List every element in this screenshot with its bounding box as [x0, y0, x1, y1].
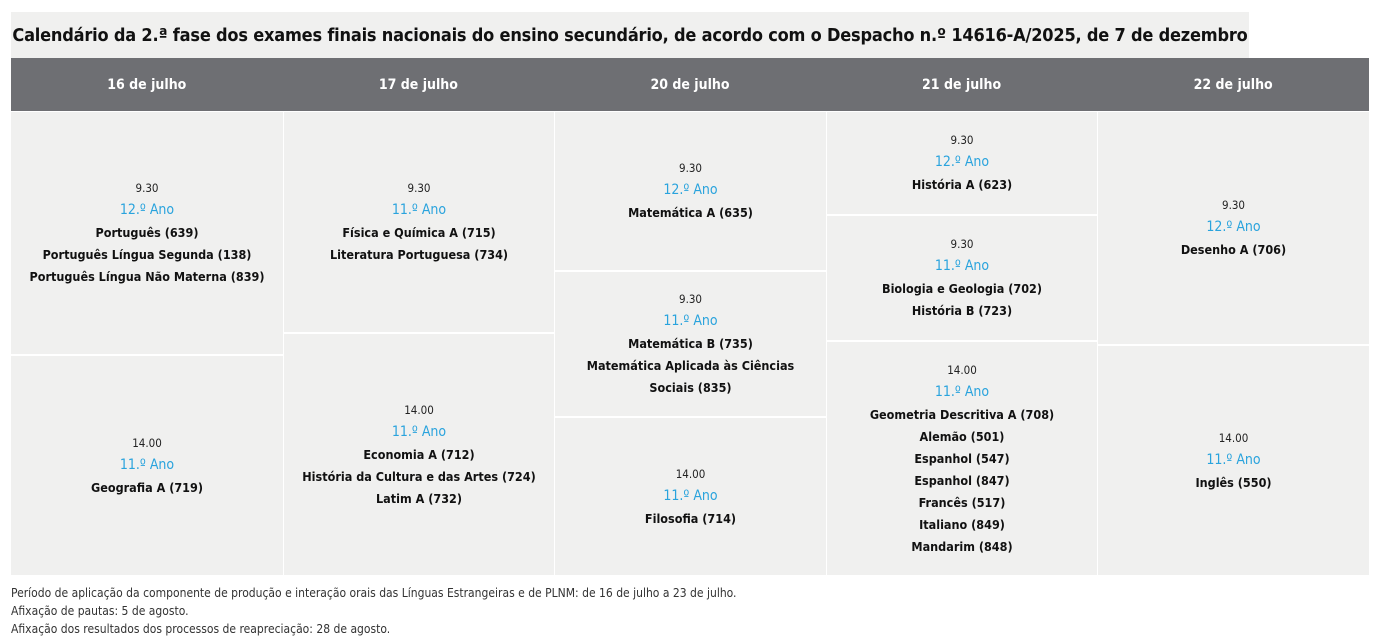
exam-name: Português (639) — [95, 225, 199, 240]
exam-name: Geografia A (719) — [91, 479, 203, 495]
exam-name: Economia A (712) — [363, 446, 475, 462]
exam-slot: 14.00 11.º Ano Economia A (712) História da… — [284, 334, 554, 575]
school-year: 12.º Ano — [934, 154, 990, 170]
exam-time: 14.00 — [132, 435, 162, 450]
exam-name: Matemática B (735) — [628, 336, 753, 351]
exam-name: Espanhol (547) — [914, 450, 1010, 466]
exam-time: 14.00 — [404, 402, 434, 417]
school-year: 12.º Ano — [663, 182, 718, 198]
exam-slot: 9.30 12.º Ano Português (639) Português Lín… — [11, 112, 283, 354]
exam-time: 9.30 — [678, 292, 703, 306]
school-year: 11.º Ano — [934, 383, 990, 400]
notes: Período de aplicação da componente de pr… — [11, 584, 736, 638]
exam-slot: 14.00 11.º Ano Filosofia (714) — [555, 418, 826, 575]
exam-slot: 14.00 11.º Ano Geografia A (719) — [11, 356, 283, 575]
exam-name: Sociais (835) — [649, 380, 732, 395]
exam-name: Mandarim (848) — [911, 538, 1013, 554]
school-year: 12.º Ano — [1206, 219, 1261, 235]
exam-slot: 9.30 11.º Ano Biologia e Geologia (702) His… — [827, 216, 1097, 340]
school-year: 11.º Ano — [663, 487, 718, 504]
school-year: 11.º Ano — [663, 313, 718, 329]
exam-time: 9.30 — [950, 237, 974, 251]
exam-name: Filosofia (714) — [644, 510, 737, 526]
exam-name: Literatura Portuguesa (734) — [329, 247, 509, 262]
exam-slot: 9.30 12.º Ano Desenho A (706) — [1098, 112, 1369, 344]
exam-time: 9.30 — [407, 181, 431, 195]
exam-name: História B (723) — [911, 303, 1013, 318]
note: Período de aplicação da componente de pr… — [11, 586, 737, 600]
school-year: 11.º Ano — [391, 423, 447, 440]
exam-name: Matemática A (635) — [628, 205, 753, 220]
exam-time: 9.30 — [678, 161, 703, 175]
day-header: 22 de julho — [1193, 76, 1273, 93]
day-header: 17 de julho — [378, 76, 458, 93]
exam-slot: 9.30 12.º Ano Matemática A (635) — [555, 112, 826, 270]
exam-name: Italiano (849) — [919, 516, 1005, 532]
exam-name: Latim A (732) — [376, 490, 462, 506]
exam-slot: 14.00 11.º Ano Inglês (550) — [1098, 346, 1369, 575]
day-header: 21 de julho — [922, 76, 1002, 93]
exam-slot: 9.30 11.º Ano Física e Química A (715) Lite… — [284, 112, 554, 332]
school-year: 11.º Ano — [1206, 451, 1261, 468]
exam-name: Português Língua Não Materna (839) — [29, 269, 265, 284]
exam-name: Biologia e Geologia (702) — [882, 281, 1042, 296]
exam-name: Português Língua Segunda (138) — [42, 247, 252, 262]
school-year: 11.º Ano — [934, 258, 990, 274]
exam-time: 9.30 — [1221, 198, 1246, 212]
school-year: 11.º Ano — [119, 456, 175, 473]
table-header: 16 de julho 17 de julho 20 de julho 21 d… — [11, 58, 1369, 111]
exam-slot: 9.30 11.º Ano Matemática B (735) Matemática… — [555, 272, 826, 416]
school-year: 12.º Ano — [119, 202, 175, 218]
exam-name: Geometria Descritiva A (708) — [869, 406, 1055, 422]
exam-name: Alemão (501) — [919, 428, 1005, 444]
school-year: 11.º Ano — [391, 202, 447, 218]
exam-name: Espanhol (847) — [914, 472, 1010, 488]
exam-name: Inglês (550) — [1195, 474, 1272, 490]
note: Afixação de pautas: 5 de agosto. — [11, 604, 189, 618]
exam-time: 14.00 — [675, 466, 706, 481]
exam-time: 9.30 — [135, 181, 159, 195]
exam-time: 9.30 — [950, 133, 974, 147]
exam-slot: 14.00 11.º Ano Geometria Descritiva A (708… — [827, 342, 1097, 575]
page-title: Calendário da 2.ª fase dos exames finais… — [11, 12, 1249, 58]
note: Afixação dos resultados dos processos de… — [11, 622, 391, 636]
day-header: 16 de julho — [107, 76, 187, 93]
exam-name: Francês (517) — [918, 494, 1006, 510]
exam-name: Desenho A (706) — [1180, 242, 1287, 257]
exam-time: 14.00 — [947, 362, 977, 377]
exam-name: História A (623) — [911, 177, 1013, 192]
exam-slot: 9.30 12.º Ano História A (623) — [827, 112, 1097, 214]
exam-name: História da Cultura e das Artes (724) — [302, 468, 536, 484]
exam-time: 14.00 — [1218, 430, 1249, 445]
day-header: 20 de julho — [650, 76, 730, 93]
exam-name: Física e Química A (715) — [342, 225, 496, 240]
exam-name: Matemática Aplicada às Ciências — [586, 358, 795, 373]
